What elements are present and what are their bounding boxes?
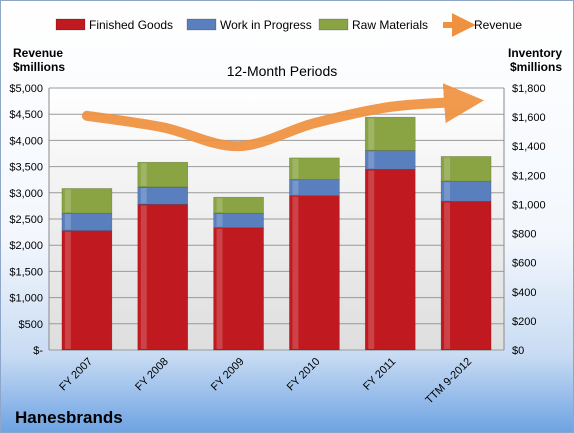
bar-highlight	[64, 214, 71, 230]
bar-highlight	[64, 189, 71, 213]
legend: Finished Goods Work in Progress Raw Materi…	[55, 13, 522, 37]
right-tick-label: $600	[512, 258, 536, 270]
right-tick-label: $1,600	[512, 112, 546, 124]
bar-highlight	[216, 228, 223, 349]
revenue-line	[81, 83, 485, 152]
bar-highlight	[368, 151, 375, 169]
right-tick-label: $1,000	[512, 199, 546, 211]
x-tick-label: FY 2009	[209, 356, 247, 394]
bar-raw-materials	[364, 116, 416, 151]
bar-finished-goods	[440, 201, 492, 351]
left-tick-label: $1,500	[9, 266, 43, 278]
bar-finished-goods	[137, 204, 189, 351]
left-axis-label-line2: $millions	[13, 60, 65, 74]
left-tick-label: $500	[19, 319, 43, 331]
bar-raw-materials	[440, 156, 492, 182]
legend-swatch	[55, 18, 86, 31]
right-tick-label: $0	[512, 345, 524, 357]
right-tick-label: $1,200	[512, 170, 546, 182]
bar-raw-materials	[137, 161, 189, 188]
legend-swatch	[186, 18, 217, 31]
bar-raw-materials	[289, 157, 340, 181]
bar-highlight	[444, 182, 451, 201]
bar-raw-materials	[61, 188, 113, 214]
bar-finished-goods	[364, 169, 416, 351]
right-axis-label-line2: $millions	[510, 60, 562, 74]
bar-highlight	[444, 157, 451, 181]
right-tick-label: $800	[512, 229, 536, 241]
bar-highlight	[292, 196, 299, 349]
right-tick-label: $1,800	[512, 83, 546, 95]
bar-highlight	[444, 202, 451, 349]
right-tick-label: $200	[512, 316, 536, 328]
bar-highlight	[64, 231, 71, 349]
x-tick-label: FY 2008	[133, 356, 171, 394]
left-tick-label: $2,500	[9, 214, 43, 226]
bars	[61, 116, 492, 351]
bar-highlight	[140, 187, 147, 204]
bar-highlight	[216, 214, 223, 227]
right-tick-label: $1,400	[512, 141, 546, 153]
x-axis: FY 2007 FY 2008 FY 2009 FY 2010 FY 2011 TTM 9…	[57, 356, 474, 407]
left-tick-label: $4,000	[9, 135, 43, 147]
revenue-line-path	[81, 83, 485, 152]
right-tick-label: $400	[512, 287, 536, 299]
left-tick-label: $2,000	[9, 240, 43, 252]
legend-label: Work in Progress	[220, 18, 312, 32]
right-axis: $0 $200 $400 $600 $800 $1,000 $1,200 $1,400 $1,6…	[512, 83, 546, 357]
left-tick-label: $5,000	[9, 83, 43, 95]
x-tick-label: FY 2011	[361, 356, 398, 393]
x-tick-label: FY 2007	[57, 356, 95, 394]
right-axis-label-line1: Inventory	[508, 46, 562, 60]
x-tick-label: FY 2010	[285, 356, 323, 394]
legend-swatch	[318, 18, 349, 31]
bar-raw-materials	[213, 196, 264, 214]
bar-highlight	[292, 158, 299, 179]
left-tick-label: $3,500	[9, 162, 43, 174]
chart-title: 12-Month Periods	[227, 63, 338, 79]
bar-highlight	[292, 180, 299, 195]
bar-highlight	[140, 163, 147, 186]
bar-finished-goods	[61, 230, 113, 351]
bar-finished-goods	[213, 227, 264, 351]
left-tick-label: $3,000	[9, 188, 43, 200]
left-tick-label: $4,500	[9, 109, 43, 121]
bar-highlight	[368, 118, 375, 150]
x-tick-label: TTM 9-2012	[423, 356, 474, 407]
bar-finished-goods	[289, 195, 340, 351]
left-axis-label-line1: Revenue	[13, 46, 63, 60]
bar-highlight	[140, 205, 147, 349]
bar-highlight	[216, 198, 223, 213]
left-tick-label: $1,000	[9, 293, 43, 305]
legend-label: Raw Materials	[352, 18, 428, 32]
left-axis: $- $500 $1,000 $1,500 $2,000 $2,500 $3,000 $3,5…	[9, 83, 43, 357]
left-tick-label: $-	[33, 345, 43, 357]
legend-label: Revenue	[474, 18, 522, 32]
company-name: Hanesbrands	[15, 408, 123, 427]
bar-highlight	[368, 170, 375, 349]
legend-label: Finished Goods	[89, 18, 173, 32]
